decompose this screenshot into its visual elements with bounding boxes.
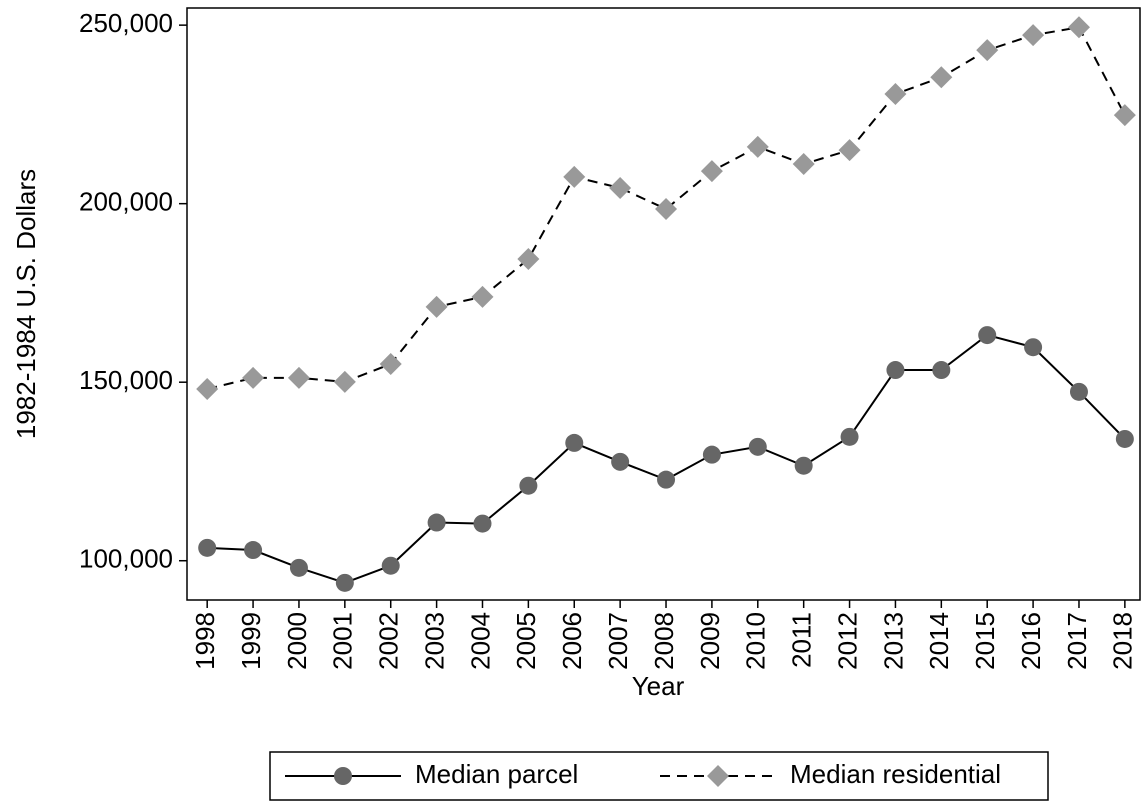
data-point	[930, 66, 953, 89]
x-tick-label: 2012	[832, 612, 862, 670]
x-tick-label: 2006	[557, 612, 587, 670]
data-point	[1069, 382, 1088, 401]
x-tick-label: 2010	[741, 612, 771, 670]
legend-label: Median residential	[790, 759, 1001, 789]
data-point	[748, 437, 767, 456]
x-tick-label: 2004	[465, 612, 495, 670]
x-tick-label: 2018	[1108, 612, 1138, 670]
data-point	[196, 377, 219, 400]
data-point	[978, 326, 997, 345]
y-axis-label: 1982-1984 U.S. Dollars	[11, 169, 41, 439]
data-point	[289, 558, 308, 577]
x-tick-label: 2009	[695, 612, 725, 670]
data-point	[565, 433, 584, 452]
legend-marker	[707, 765, 729, 787]
legend-marker	[334, 767, 352, 785]
data-point	[473, 514, 492, 533]
data-point	[611, 452, 630, 471]
x-tick-label: 2003	[419, 612, 449, 670]
y-tick-label: 150,000	[79, 365, 173, 395]
x-tick-label: 2015	[970, 612, 1000, 670]
data-point	[198, 538, 217, 557]
data-point	[427, 513, 446, 532]
data-point	[563, 165, 586, 188]
y-tick-label: 100,000	[79, 544, 173, 574]
x-tick-label: 2013	[878, 612, 908, 670]
x-tick-label: 2008	[649, 612, 679, 670]
data-point	[976, 39, 999, 62]
data-point	[700, 160, 723, 183]
data-point	[425, 295, 448, 318]
data-point	[242, 366, 265, 389]
data-point	[746, 135, 769, 158]
data-point	[471, 285, 494, 308]
legend-box	[269, 751, 1049, 801]
plot-frame	[186, 7, 1141, 601]
x-tick-label: 2017	[1062, 612, 1092, 670]
x-tick-label: 1999	[236, 612, 266, 670]
data-point	[333, 370, 356, 393]
data-point	[702, 445, 721, 464]
data-point	[655, 198, 678, 221]
x-tick-label: 2011	[787, 612, 817, 668]
series-line	[206, 26, 1126, 390]
x-tick-label: 2014	[924, 612, 954, 670]
x-tick-label: 1998	[190, 612, 220, 670]
data-point	[932, 361, 951, 380]
data-point	[840, 427, 859, 446]
x-tick-label: 2007	[603, 612, 633, 670]
data-point	[1115, 429, 1134, 448]
data-point	[884, 83, 907, 106]
data-point	[287, 366, 310, 389]
y-tick-label: 250,000	[79, 8, 173, 38]
data-point	[1113, 104, 1136, 127]
legend-label: Median parcel	[415, 759, 578, 789]
x-tick-label: 2005	[511, 612, 541, 670]
x-tick-label: 2016	[1016, 612, 1046, 670]
data-point	[381, 556, 400, 575]
y-tick-label: 200,000	[79, 187, 173, 217]
data-point	[1067, 16, 1090, 39]
data-point	[609, 176, 632, 199]
data-point	[1022, 24, 1045, 47]
data-point	[1024, 338, 1043, 357]
x-tick-label: 2001	[328, 612, 358, 670]
data-point	[244, 541, 263, 560]
data-point	[335, 573, 354, 592]
data-point	[517, 248, 540, 271]
x-tick-label: 2000	[282, 612, 312, 670]
data-point	[838, 139, 861, 162]
x-tick-label: 2002	[374, 612, 404, 670]
x-axis-label: Year	[632, 671, 685, 701]
data-point	[519, 476, 538, 495]
data-point	[794, 456, 813, 475]
data-point	[886, 361, 905, 380]
data-point	[792, 153, 815, 176]
data-point	[379, 352, 402, 375]
data-point	[657, 470, 676, 489]
